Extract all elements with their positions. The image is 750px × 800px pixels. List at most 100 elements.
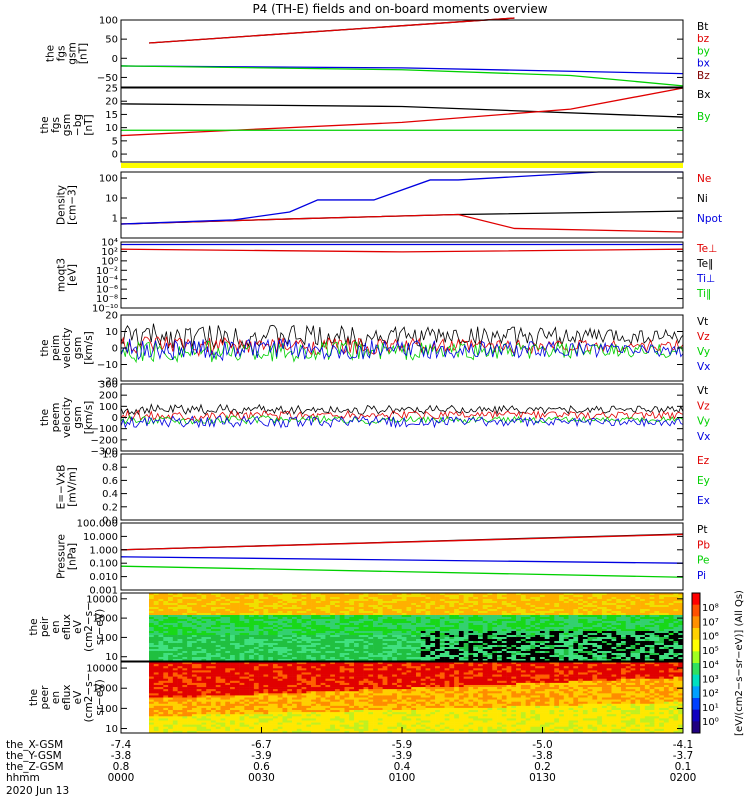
heatmap-cell — [673, 621, 679, 624]
heatmap-cell — [172, 666, 178, 669]
heatmap-cell — [487, 605, 493, 608]
heatmap-cell — [387, 597, 393, 600]
heatmap-cell — [210, 653, 217, 656]
heatmap-cell — [191, 615, 197, 618]
heatmap-cell — [673, 597, 679, 600]
heatmap-cell — [401, 597, 407, 600]
heatmap-cell — [592, 593, 598, 596]
heatmap-cell — [330, 613, 336, 616]
heatmap-cell — [454, 641, 460, 644]
heatmap-cell — [563, 623, 569, 626]
heatmap-cell — [196, 613, 202, 616]
heatmap-cell — [230, 627, 236, 630]
heatmap-cell — [320, 645, 326, 648]
heatmap-cell — [239, 653, 245, 656]
heatmap-cell — [292, 601, 298, 604]
heatmap-cell — [306, 655, 312, 658]
heatmap-cell — [497, 649, 503, 652]
heatmap-cell — [287, 613, 293, 616]
heatmap-cell — [411, 653, 417, 656]
heatmap-cell — [196, 651, 202, 654]
heatmap-cell — [625, 629, 631, 632]
heatmap-cell — [406, 615, 412, 618]
heatmap-cell — [363, 601, 369, 604]
heatmap-cell — [416, 615, 422, 618]
heatmap-cell — [387, 647, 393, 650]
heatmap-cell — [401, 643, 407, 646]
heatmap-cell — [420, 655, 426, 658]
heatmap-cell — [163, 664, 169, 667]
heatmap-cell — [287, 617, 293, 620]
heatmap-cell — [468, 657, 474, 660]
heatmap-cell — [640, 631, 646, 634]
heatmap-cell — [668, 621, 674, 624]
heatmap-cell — [249, 623, 255, 626]
heatmap-cell — [473, 655, 479, 658]
heatmap-cell — [210, 647, 217, 650]
heatmap-cell — [406, 601, 412, 604]
heatmap-cell — [487, 643, 493, 646]
heatmap-cell — [382, 631, 388, 634]
heatmap-cell — [454, 635, 460, 638]
heatmap-cell — [196, 633, 202, 636]
heatmap-cell — [425, 629, 431, 632]
heatmap-cell — [244, 621, 250, 624]
heatmap-cell — [191, 639, 197, 642]
heatmap-cell — [506, 605, 512, 608]
heatmap-cell — [520, 601, 526, 604]
heatmap-cell — [458, 611, 464, 614]
heatmap-cell — [616, 619, 622, 622]
heatmap-cell — [511, 649, 517, 652]
heatmap-cell — [201, 659, 207, 662]
heatmap-cell — [435, 651, 441, 654]
heatmap-cell — [182, 668, 188, 671]
heatmap-cell — [373, 653, 379, 656]
heatmap-cell — [573, 637, 579, 640]
heatmap-cell — [616, 639, 622, 642]
heatmap-cell — [292, 647, 298, 650]
heatmap-cell — [377, 645, 383, 648]
heatmap-cell — [363, 647, 369, 650]
heatmap-cell — [234, 699, 240, 702]
heatmap-cell — [220, 623, 226, 626]
heatmap-cell — [525, 615, 531, 618]
heatmap-cell — [244, 619, 250, 622]
heatmap-cell — [444, 647, 450, 650]
heatmap-cell — [253, 615, 259, 618]
heatmap-cell — [411, 595, 417, 598]
heatmap-cell — [168, 649, 174, 652]
heatmap-cell — [539, 645, 546, 648]
heatmap-cell — [220, 705, 226, 709]
heatmap-cell — [611, 621, 617, 624]
heatmap-cell — [511, 643, 517, 646]
legend-entry: Ti⊥ — [696, 273, 715, 285]
heatmap-cell — [668, 593, 674, 596]
heatmap-cell — [220, 641, 226, 644]
heatmap-cell — [177, 684, 183, 688]
heatmap-cell — [149, 668, 155, 671]
heatmap-cell — [444, 633, 450, 636]
heatmap-cell — [311, 631, 317, 634]
heatmap-cell — [573, 659, 579, 662]
heatmap-cell — [182, 593, 188, 596]
heatmap-cell — [606, 639, 612, 642]
heatmap-cell — [325, 647, 331, 650]
heatmap-cell — [358, 621, 364, 624]
heatmap-cell — [163, 649, 169, 652]
heatmap-cell — [234, 625, 240, 628]
heatmap-cell — [177, 693, 183, 696]
heatmap-cell — [196, 689, 202, 692]
heatmap-cell — [549, 615, 555, 618]
heatmap-cell — [554, 657, 560, 660]
heatmap-cell — [663, 603, 669, 606]
heatmap-cell — [177, 639, 183, 642]
heatmap-cell — [253, 695, 259, 698]
heatmap-cell — [482, 627, 488, 630]
heatmap-cell — [635, 613, 641, 616]
heatmap-cell — [659, 657, 665, 660]
heatmap-cell — [292, 659, 298, 662]
heatmap-cell — [230, 666, 236, 669]
heatmap-cell — [354, 593, 360, 596]
heatmap-cell — [578, 655, 584, 658]
heatmap-cell — [535, 645, 541, 648]
